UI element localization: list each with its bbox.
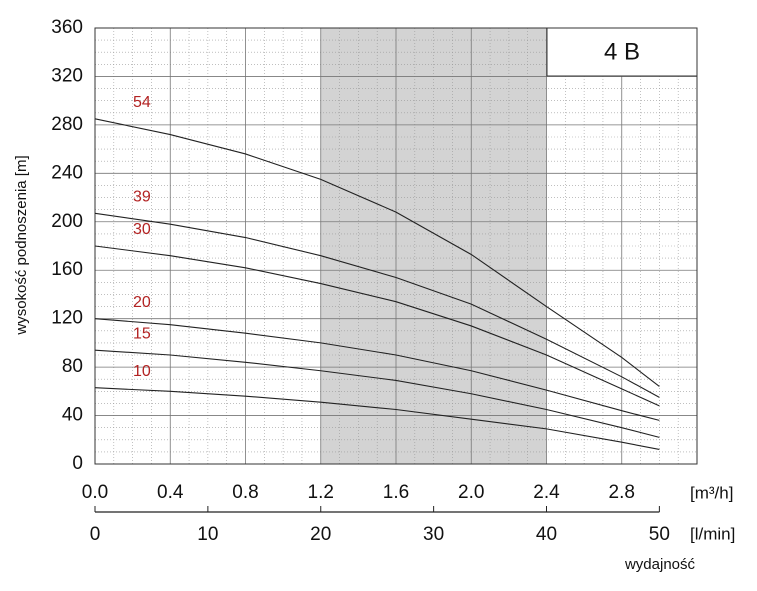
x2-unit: [l/min] [690,524,735,543]
series-label: 39 [133,189,151,206]
y-tick-label: 240 [51,162,83,183]
y-tick-label: 0 [72,453,83,474]
series-label: 10 [133,363,151,380]
y-tick-label: 280 [51,114,83,135]
x-tick-label: 2.8 [609,482,635,503]
y-tick-label: 320 [51,65,83,86]
chart-title: 4 B [604,38,640,65]
x2-tick-label: 30 [423,524,444,545]
curve [94,245,660,407]
x2-tick-label: 50 [649,524,670,545]
x-tick-label: 1.6 [383,482,409,503]
series-label: 20 [133,294,151,311]
x-tick-label: 2.0 [458,482,484,503]
series-label: 54 [133,94,151,111]
x-tick-label: 0.4 [157,482,184,503]
series-label: 15 [133,325,151,342]
curve [94,212,660,398]
x-tick-label: 0.0 [82,482,108,503]
y-tick-label: 360 [51,17,83,38]
title-box [546,27,698,77]
x-tick-label: 0.8 [232,482,258,503]
x-axis-label: wydajność [624,556,696,573]
y-axis-label: wysokość podnoszenia [m] [13,155,30,335]
x-tick-label: 2.4 [533,482,560,503]
y-tick-label: 160 [51,259,83,280]
curve [94,118,660,387]
y-tick-label: 80 [62,356,83,377]
curve [94,318,660,421]
y-tick-label: 40 [62,405,83,426]
y-tick-label: 200 [51,211,83,232]
x2-tick-label: 20 [310,524,331,545]
x-tick-label: 1.2 [308,482,334,503]
curve [94,349,660,438]
x2-tick-label: 0 [90,524,101,545]
x2-tick-label: 10 [197,524,218,545]
x-unit: [m³/h] [690,483,733,502]
y-tick-label: 120 [51,308,83,329]
curve [94,387,660,451]
series-label: 30 [133,221,151,238]
x2-tick-label: 40 [536,524,557,545]
